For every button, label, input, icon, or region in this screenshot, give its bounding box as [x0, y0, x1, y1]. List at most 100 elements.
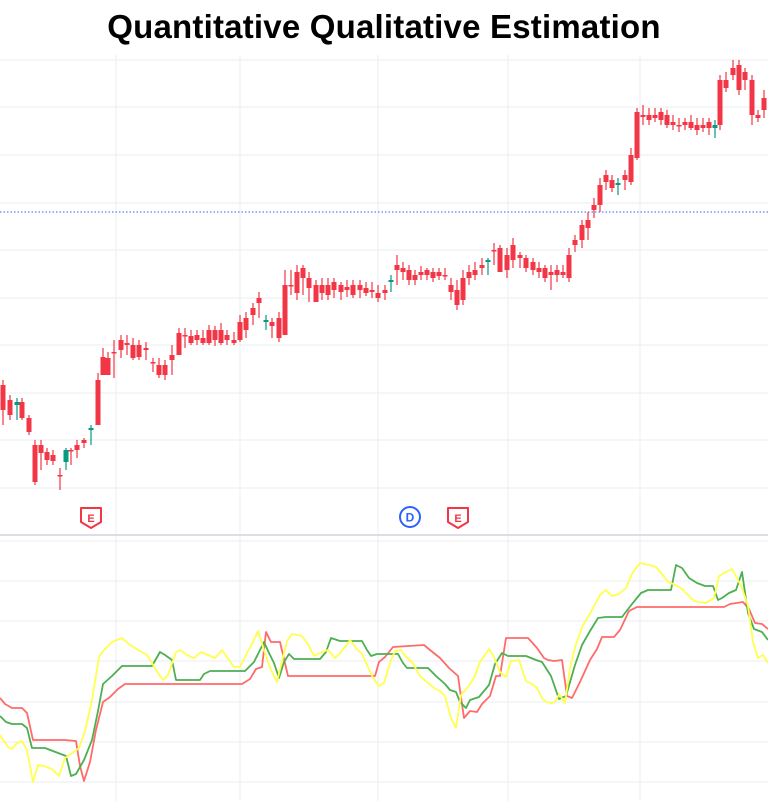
candle [363, 282, 369, 296]
candle [670, 115, 676, 130]
candle [730, 60, 736, 80]
candle [243, 312, 249, 338]
candle [100, 348, 106, 375]
candle [460, 270, 466, 305]
candle [68, 448, 74, 465]
candle [652, 108, 658, 122]
candle [206, 325, 212, 345]
candle [615, 178, 621, 195]
candle [412, 270, 418, 285]
candle [572, 235, 578, 252]
candle [143, 342, 149, 360]
candle [269, 318, 275, 338]
candle [603, 170, 609, 190]
candle [14, 398, 20, 420]
candle [479, 258, 485, 275]
candle [118, 335, 124, 358]
earnings-marker[interactable]: E [80, 507, 102, 529]
candle [124, 335, 130, 355]
candle [658, 108, 664, 125]
candle [682, 118, 688, 130]
candle [523, 255, 529, 272]
candle [130, 338, 136, 360]
candle [63, 448, 69, 470]
candle [723, 72, 729, 92]
candle [256, 292, 262, 318]
candle [57, 468, 63, 490]
candle [294, 265, 300, 300]
candle [622, 170, 628, 190]
candle [688, 115, 694, 130]
candle [436, 268, 442, 280]
candle [749, 75, 755, 125]
candlestick-series [0, 60, 767, 490]
candle [664, 110, 670, 128]
candle [400, 262, 406, 280]
candle [156, 358, 162, 378]
candle [338, 282, 344, 300]
candle [111, 340, 117, 378]
candle [712, 120, 718, 138]
candle [331, 278, 337, 298]
chart-title: Quantitative Qualitative Estimation [107, 8, 661, 45]
candle [510, 238, 516, 268]
event-markers: E D E [80, 506, 469, 529]
candle [319, 278, 325, 300]
qqe-line [0, 562, 768, 783]
candle [424, 268, 430, 280]
candle [357, 280, 363, 298]
earnings-marker-label: E [87, 513, 94, 525]
candle [591, 198, 597, 218]
candle [454, 280, 460, 310]
candle [212, 326, 218, 346]
candle [406, 265, 412, 285]
candle [504, 248, 510, 278]
candle [646, 108, 652, 125]
candle [231, 332, 237, 345]
candle [609, 175, 615, 192]
candle [81, 438, 87, 448]
candle [634, 108, 640, 160]
candle [136, 340, 142, 360]
candle [169, 345, 175, 375]
earnings-marker-label: E [454, 513, 461, 525]
candle [700, 118, 706, 132]
candle [276, 312, 282, 342]
candle [350, 280, 356, 298]
candle [306, 272, 312, 302]
candle [472, 262, 478, 280]
candle [300, 265, 306, 295]
qqe-line [0, 601, 768, 782]
candle [585, 212, 591, 240]
candle [497, 245, 503, 272]
candle [313, 280, 319, 302]
candle [560, 265, 566, 278]
candle [442, 268, 448, 280]
candle [182, 328, 188, 348]
candle [517, 252, 523, 268]
candle [95, 373, 101, 425]
candle [150, 358, 156, 372]
candle [640, 105, 646, 125]
candle [706, 118, 712, 135]
candle [38, 440, 44, 470]
candle [548, 265, 554, 290]
candle [554, 265, 560, 282]
dividend-marker-label: D [406, 511, 415, 525]
candle [761, 90, 767, 118]
candle [717, 75, 723, 130]
earnings-marker[interactable]: E [447, 507, 469, 529]
candle [250, 303, 256, 325]
dividend-marker[interactable]: D [399, 506, 421, 528]
candle [579, 220, 585, 248]
candle [448, 278, 454, 300]
candle [536, 262, 542, 278]
candle [418, 266, 424, 280]
candle [491, 243, 497, 265]
candle [194, 330, 200, 345]
candle [74, 440, 80, 458]
candle [736, 60, 742, 95]
candle [382, 285, 388, 300]
candle [162, 360, 168, 380]
